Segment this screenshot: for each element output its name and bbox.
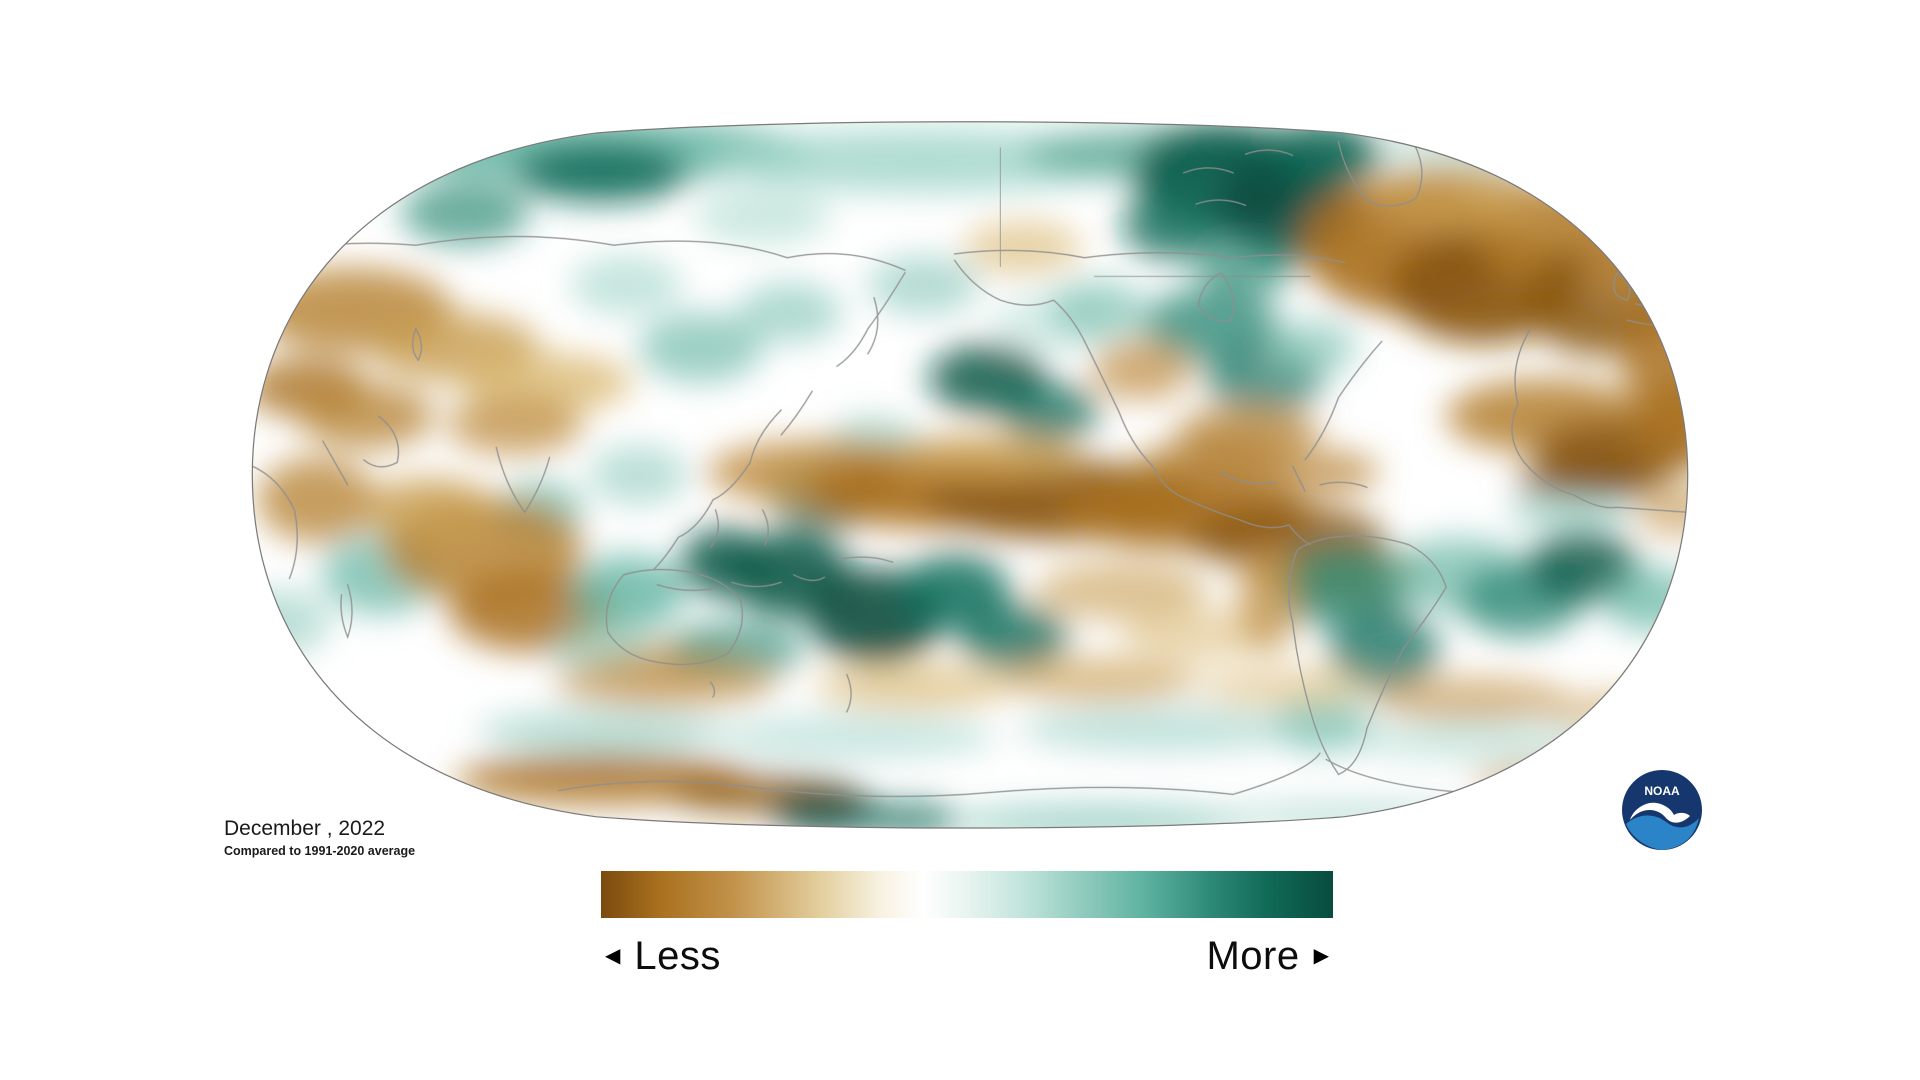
legend-right-arrow-icon: ▶: [1313, 945, 1329, 967]
legend-less-label: Less: [634, 933, 721, 978]
noaa-logo: NOAA: [1622, 770, 1702, 850]
noaa-logo-bird-icon: [1630, 802, 1690, 823]
map-baseline-label: Compared to 1991-2020 average: [224, 844, 416, 859]
map-coastlines: [252, 123, 1688, 798]
map-outline: [251, 121, 1689, 829]
noaa-logo-wave: [1626, 815, 1699, 850]
legend-less-group: ◀ Less: [605, 934, 721, 979]
date-block: December , 2022 Compared to 1991-2020 av…: [224, 816, 415, 860]
legend-colorbar: [601, 871, 1333, 918]
map-date-label: December , 2022: [224, 817, 386, 840]
legend-labels: ◀ Less More ▶: [601, 926, 1333, 986]
legend-more-group: More ▶: [1206, 934, 1329, 979]
legend-left-arrow-icon: ◀: [605, 945, 621, 967]
world-precipitation-anomaly-map: [251, 121, 1689, 829]
map-base: [252, 121, 1688, 829]
legend-more-label: More: [1206, 933, 1300, 978]
noaa-logo-text: NOAA: [1644, 784, 1680, 798]
